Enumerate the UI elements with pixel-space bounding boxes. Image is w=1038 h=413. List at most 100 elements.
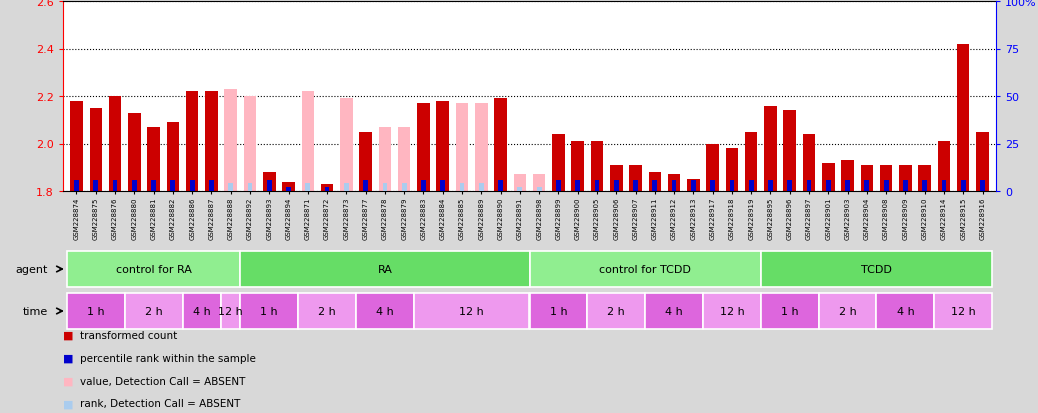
Bar (865, 180, 869, 192)
Text: 12 h: 12 h (719, 306, 744, 316)
Bar (66, 293, 125, 329)
Bar (788, 180, 792, 192)
Text: value, Detection Call = ABSENT: value, Detection Call = ABSENT (80, 376, 245, 386)
Bar (152, 180, 156, 192)
Text: RA: RA (378, 264, 392, 274)
Text: rank, Detection Call = ABSENT: rank, Detection Call = ABSENT (80, 399, 240, 408)
Text: TCDD: TCDD (862, 264, 892, 274)
Bar (826, 180, 830, 192)
Bar (768, 180, 773, 192)
Text: 4 h: 4 h (665, 306, 683, 316)
Text: 2 h: 2 h (319, 306, 336, 316)
Bar (298, 293, 356, 329)
Text: 4 h: 4 h (376, 306, 393, 316)
Bar (595, 180, 599, 192)
Bar (957, 45, 969, 192)
Bar (745, 132, 758, 192)
Bar (186, 92, 198, 192)
Bar (206, 92, 218, 192)
Bar (876, 293, 934, 329)
Bar (899, 166, 911, 192)
Bar (363, 180, 368, 192)
Bar (703, 293, 761, 329)
Bar (494, 99, 507, 192)
Bar (344, 184, 349, 192)
Bar (687, 180, 700, 192)
Bar (883, 180, 889, 192)
Bar (819, 293, 876, 329)
Bar (224, 90, 237, 192)
Bar (209, 180, 214, 192)
Bar (479, 184, 484, 192)
Bar (649, 173, 661, 192)
Text: 12 h: 12 h (951, 306, 976, 316)
Bar (359, 132, 372, 192)
Bar (880, 166, 893, 192)
Bar (305, 184, 310, 192)
Text: percentile rank within the sample: percentile rank within the sample (80, 353, 255, 363)
Bar (356, 293, 414, 329)
Bar (383, 184, 387, 192)
Bar (74, 180, 79, 192)
Bar (552, 135, 565, 192)
Bar (861, 166, 873, 192)
Bar (672, 180, 677, 192)
Text: 1 h: 1 h (549, 306, 567, 316)
Bar (125, 293, 183, 329)
Bar (514, 175, 526, 192)
Bar (961, 180, 965, 192)
Bar (748, 180, 754, 192)
Bar (128, 113, 140, 192)
Bar (241, 293, 298, 329)
Bar (845, 180, 850, 192)
Bar (591, 142, 603, 192)
Bar (934, 293, 992, 329)
Bar (613, 180, 619, 192)
Bar (588, 293, 646, 329)
Text: control for RA: control for RA (115, 264, 192, 274)
Text: time: time (23, 306, 48, 316)
Bar (529, 252, 761, 287)
Bar (147, 128, 160, 192)
Bar (475, 104, 488, 192)
Bar (556, 180, 561, 192)
Bar (89, 109, 102, 192)
Bar (228, 184, 234, 192)
Text: ■: ■ (63, 399, 74, 408)
Bar (903, 180, 908, 192)
Text: 1 h: 1 h (261, 306, 278, 316)
Bar (71, 102, 83, 192)
Bar (282, 182, 295, 192)
Bar (667, 175, 680, 192)
Bar (633, 180, 638, 192)
Bar (263, 173, 275, 192)
Bar (170, 180, 175, 192)
Bar (414, 293, 529, 329)
Bar (730, 180, 734, 192)
Bar (710, 180, 715, 192)
Text: ■: ■ (63, 330, 74, 340)
Bar (286, 188, 291, 192)
Bar (132, 180, 137, 192)
Bar (937, 142, 950, 192)
Text: 12 h: 12 h (459, 306, 484, 316)
Bar (302, 92, 315, 192)
Text: 2 h: 2 h (839, 306, 856, 316)
Text: 2 h: 2 h (144, 306, 163, 316)
Bar (340, 99, 353, 192)
Bar (248, 184, 252, 192)
Bar (66, 252, 241, 287)
Bar (919, 166, 931, 192)
Bar (456, 104, 468, 192)
Bar (726, 149, 738, 192)
Bar (764, 106, 776, 192)
Text: 1 h: 1 h (781, 306, 798, 316)
Text: agent: agent (16, 264, 48, 274)
Bar (183, 293, 221, 329)
Bar (610, 166, 623, 192)
Bar (379, 128, 391, 192)
Bar (402, 184, 407, 192)
Bar (977, 132, 989, 192)
Bar (646, 293, 703, 329)
Text: ■: ■ (63, 376, 74, 386)
